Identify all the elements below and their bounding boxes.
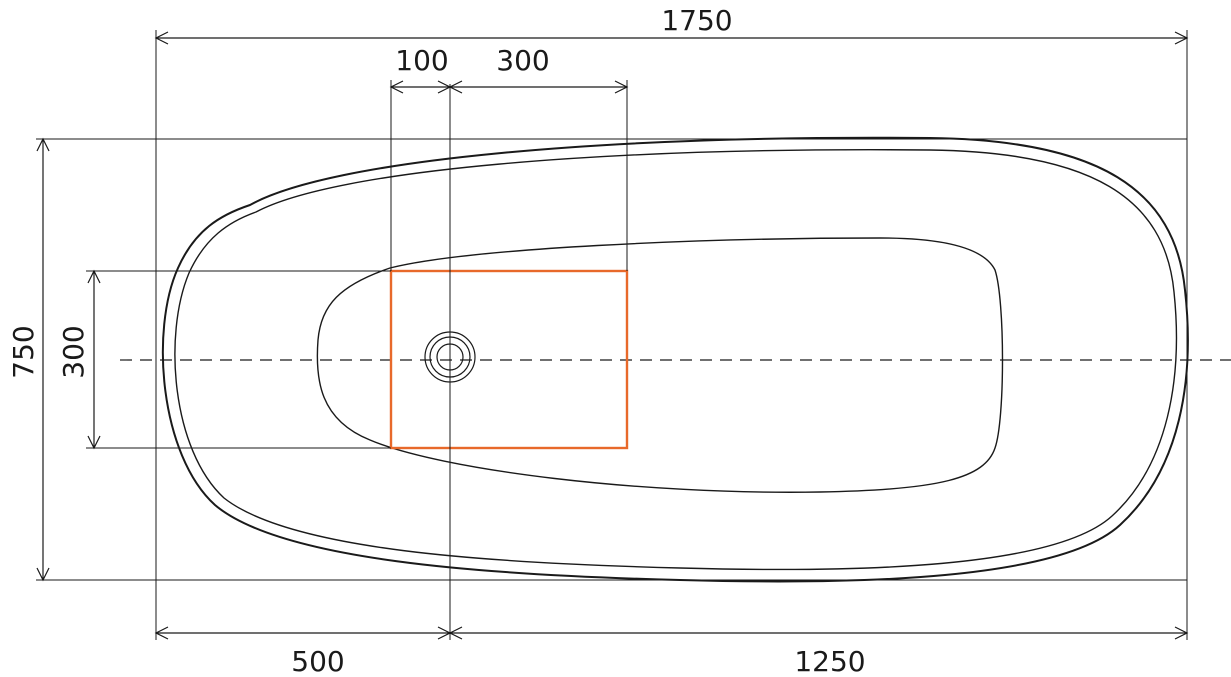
label-total-length: 1750 xyxy=(661,4,732,37)
dim-total-width xyxy=(36,137,50,582)
dim-left-to-drain xyxy=(154,626,452,640)
label-left-to-drain: 500 xyxy=(291,645,344,677)
dim-total-length xyxy=(154,31,1189,45)
dim-drain-zone-length xyxy=(448,80,629,94)
dim-drain-zone-width xyxy=(87,269,101,450)
dim-drain-offset xyxy=(389,80,452,94)
label-drain-zone-width: 300 xyxy=(57,325,90,378)
tub-outer-rim xyxy=(161,136,1189,583)
tub-inner-rim xyxy=(174,149,1178,571)
label-drain-offset: 100 xyxy=(395,44,448,77)
drain-zone-highlight xyxy=(389,269,629,450)
tub-basin xyxy=(316,237,1004,493)
dim-drain-to-right xyxy=(448,626,1189,640)
label-drain-to-right: 1250 xyxy=(794,645,865,677)
label-total-width: 750 xyxy=(7,325,40,378)
label-drain-zone-length: 300 xyxy=(496,44,549,77)
